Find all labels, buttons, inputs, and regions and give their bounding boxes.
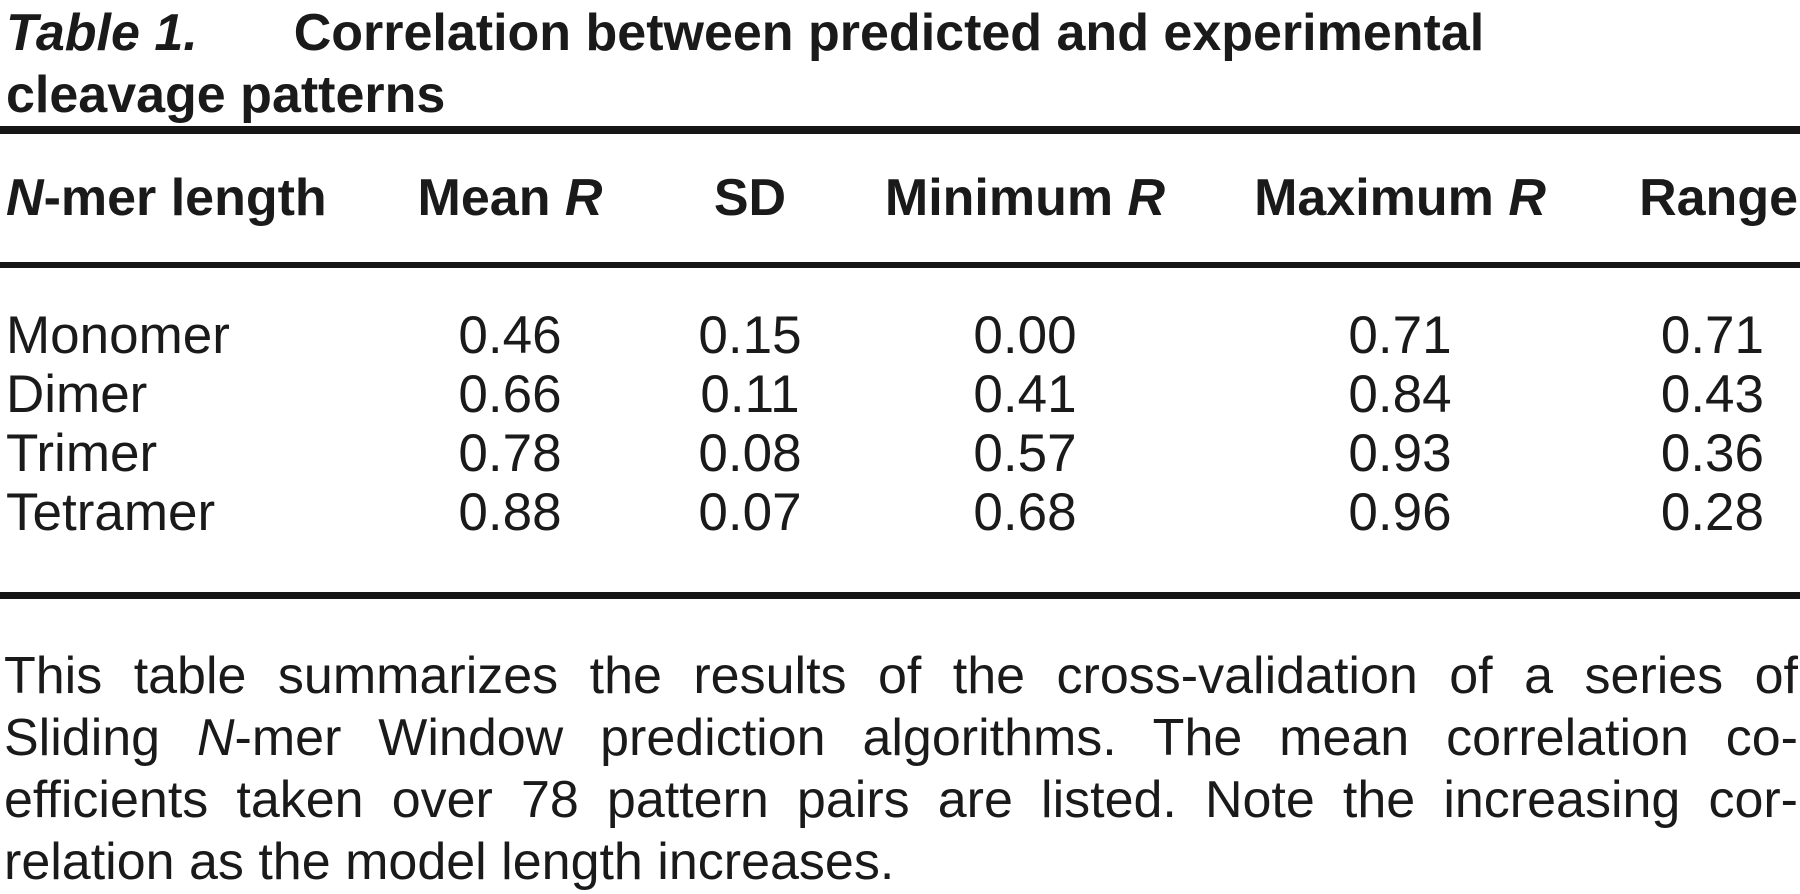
row-label: Trimer xyxy=(6,424,158,483)
caption-line-3: efficients taken over 78 pattern pairs a… xyxy=(4,771,1798,829)
row-label: Tetramer xyxy=(0,483,340,599)
table-row-trimer: Trimer 0.78 0.08 0.57 0.93 0.36 xyxy=(0,424,1800,483)
table-number-label: Table 1. xyxy=(6,4,198,62)
column-header-range: Range xyxy=(1570,126,1800,268)
column-header-mean-r: Mean R xyxy=(340,126,680,268)
sd-value: 0.08 xyxy=(698,424,802,483)
row-label: Monomer xyxy=(6,306,230,365)
column-header-sd: SD xyxy=(680,126,820,268)
minimum-r-value: 0.00 xyxy=(973,306,1077,365)
mean-r-value: 0.88 xyxy=(340,483,680,599)
table-row-tetramer: Tetramer 0.88 0.07 0.68 0.96 0.28 xyxy=(0,483,1800,599)
maximum-italic-r: R xyxy=(1508,169,1546,227)
maximum-rest: Maximum xyxy=(1254,169,1509,227)
table-title-line2: cleavage patterns xyxy=(6,66,446,124)
caption-line2-pre: Sliding xyxy=(4,709,197,767)
header-row: N-mer length Mean R SD Minimum R Maximum… xyxy=(0,126,1800,268)
column-header-minimum-r: Minimum R xyxy=(820,126,1230,268)
caption-line-2: Sliding N-mer Window prediction algorith… xyxy=(4,707,1798,769)
maximum-r-value: 0.71 xyxy=(1348,306,1452,365)
minimum-italic-r: R xyxy=(1127,169,1166,227)
minimum-r-value: 0.68 xyxy=(820,483,1230,599)
caption-line-4: relation as the model length increases. xyxy=(4,833,895,891)
range-value: 0.36 xyxy=(1660,424,1764,483)
nmer-italic-n: N xyxy=(6,169,44,227)
nmer-rest: -mer length xyxy=(43,169,327,227)
row-label: Dimer xyxy=(6,365,148,424)
table-title-line1: Correlation between predicted and experi… xyxy=(293,4,1485,62)
mean-r-value: 0.78 xyxy=(458,424,562,483)
table-row-dimer: Dimer 0.66 0.11 0.41 0.84 0.43 xyxy=(0,365,1800,424)
caption-line2-post: -mer Window prediction algorithms. The m… xyxy=(234,709,1798,767)
sd-value: 0.07 xyxy=(680,483,820,599)
range-value: 0.43 xyxy=(1660,365,1764,424)
column-header-nmer-length: N-mer length xyxy=(0,126,340,268)
maximum-r-value: 0.84 xyxy=(1348,365,1452,424)
maximum-r-value: 0.96 xyxy=(1230,483,1570,599)
mean-italic-r: R xyxy=(564,169,603,227)
maximum-r-value: 0.93 xyxy=(1348,424,1452,483)
sd-value: 0.15 xyxy=(698,306,802,365)
minimum-r-value: 0.57 xyxy=(973,424,1077,483)
minimum-r-value: 0.41 xyxy=(973,365,1077,424)
table-caption: This table summarizes the results of the… xyxy=(0,645,1800,893)
mean-r-value: 0.66 xyxy=(458,365,562,424)
mean-r-value: 0.46 xyxy=(458,306,562,365)
table-row-monomer: Monomer 0.46 0.15 0.00 0.71 0.71 xyxy=(0,265,1800,365)
range-value: 0.71 xyxy=(1660,306,1764,365)
minimum-rest: Minimum xyxy=(884,169,1128,227)
caption-italic-n: N xyxy=(196,709,235,767)
mean-rest: Mean xyxy=(417,169,565,227)
table-title: Table 1. Correlation between predicted an… xyxy=(0,0,1800,126)
sd-value: 0.11 xyxy=(700,365,800,424)
results-table: N-mer length Mean R SD Minimum R Maximum… xyxy=(0,126,1800,599)
range-value: 0.28 xyxy=(1570,483,1800,599)
column-header-maximum-r: Maximum R xyxy=(1230,126,1570,268)
caption-line-1: This table summarizes the results of the… xyxy=(4,647,1798,705)
